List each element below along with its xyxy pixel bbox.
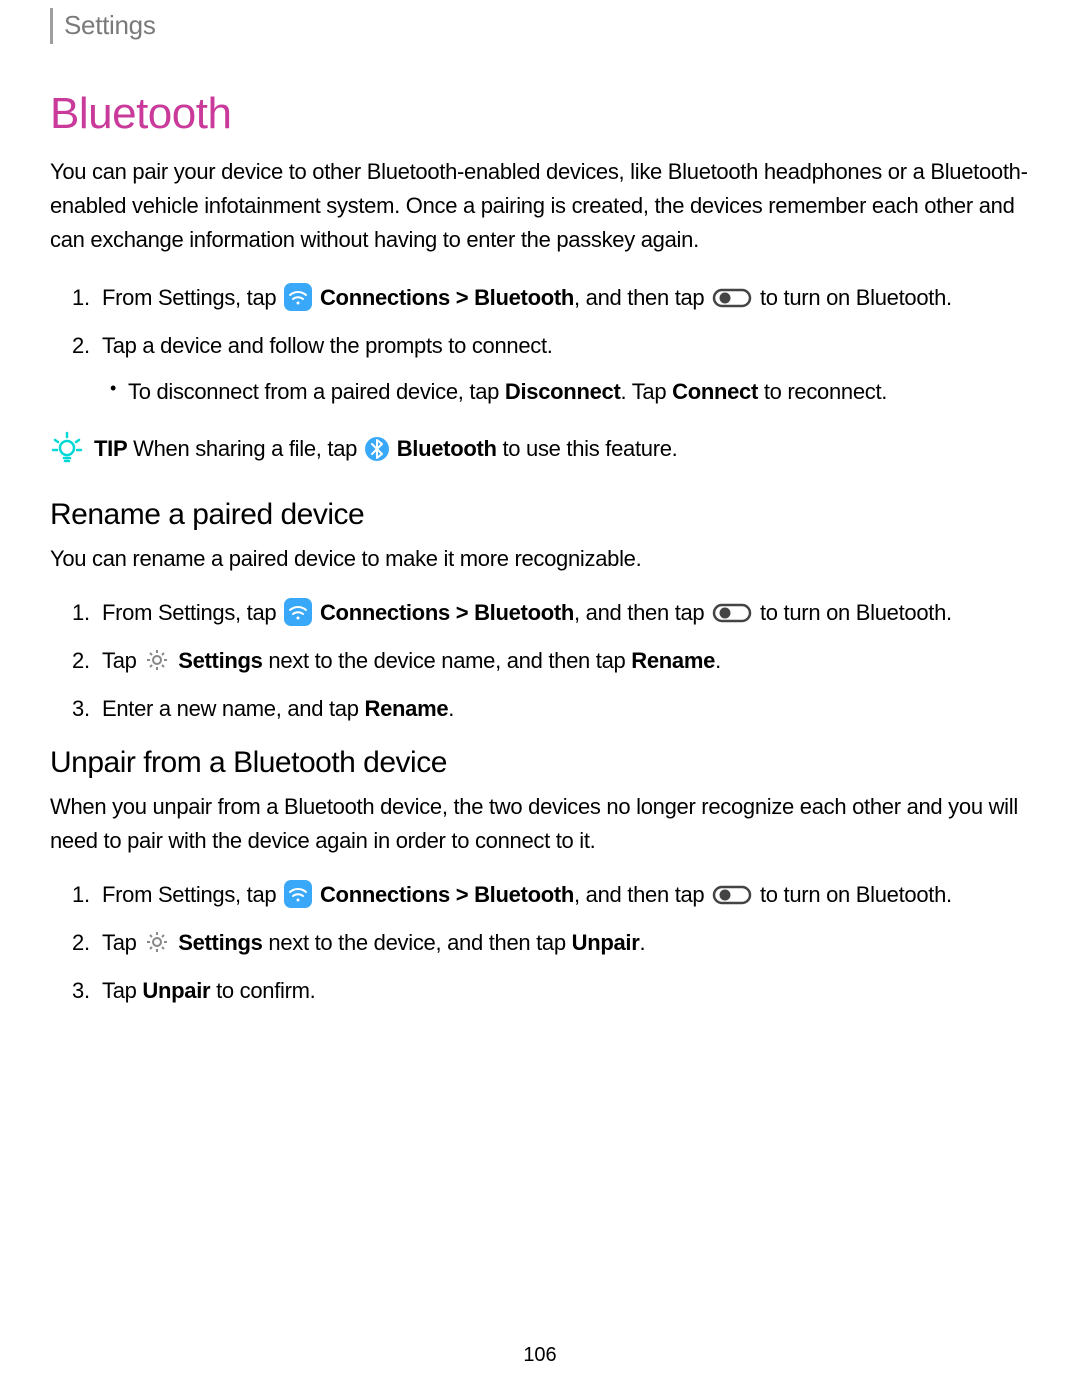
step-bold: Settings — [172, 648, 262, 673]
gear-icon — [144, 929, 170, 955]
step-text: to turn on Bluetooth. — [754, 285, 952, 310]
page-title: Bluetooth — [50, 89, 1030, 139]
section-intro: You can rename a paired device to make i… — [50, 542, 1030, 576]
lightbulb-icon — [50, 430, 84, 470]
tip-text: to use this feature. — [497, 436, 678, 461]
list-item: Tap Unpair to confirm. — [102, 974, 1030, 1008]
wifi-icon — [284, 283, 312, 311]
list-item: From Settings, tap Connections > Bluetoo… — [102, 281, 1030, 315]
step-text: To disconnect from a paired device, tap — [128, 379, 505, 404]
step-text: , and then tap — [574, 600, 710, 625]
sub-list: To disconnect from a paired device, tap … — [102, 375, 1030, 409]
wifi-icon — [284, 598, 312, 626]
toggle-icon — [712, 286, 752, 310]
step-bold: Connections > Bluetooth — [314, 285, 574, 310]
step-bold: Unpair — [572, 930, 640, 955]
step-text: to turn on Bluetooth. — [754, 882, 952, 907]
tip-row: TIP When sharing a file, tap Bluetooth t… — [50, 430, 1030, 470]
step-bold: Rename — [631, 648, 715, 673]
step-text: to reconnect. — [758, 379, 887, 404]
step-text: , and then tap — [574, 285, 710, 310]
step-bold: Settings — [172, 930, 262, 955]
step-text: From Settings, tap — [102, 600, 282, 625]
list-item: Tap Settings next to the device name, an… — [102, 644, 1030, 678]
step-bold: Rename — [365, 696, 449, 721]
toggle-icon — [712, 601, 752, 625]
rename-steps: From Settings, tap Connections > Bluetoo… — [50, 596, 1030, 726]
step-text: . — [640, 930, 646, 955]
list-item: Enter a new name, and tap Rename. — [102, 692, 1030, 726]
section-heading: Rename a paired device — [50, 498, 1030, 532]
list-item: To disconnect from a paired device, tap … — [128, 375, 1030, 409]
gear-icon — [144, 647, 170, 673]
section-heading: Unpair from a Bluetooth device — [50, 746, 1030, 780]
list-item: Tap Settings next to the device, and the… — [102, 926, 1030, 960]
list-item: Tap a device and follow the prompts to c… — [102, 329, 1030, 409]
intro-text: You can pair your device to other Blueto… — [50, 155, 1030, 257]
step-text: . — [448, 696, 454, 721]
step-text: . — [715, 648, 721, 673]
step-bold: Disconnect — [505, 379, 621, 404]
step-text: From Settings, tap — [102, 285, 282, 310]
tip-label: TIP — [94, 436, 127, 461]
step-text: Tap — [102, 930, 142, 955]
page-number: 106 — [0, 1344, 1080, 1367]
step-text: next to the device name, and then tap — [263, 648, 632, 673]
toggle-icon — [712, 883, 752, 907]
step-text: to turn on Bluetooth. — [754, 600, 952, 625]
tip-text: When sharing a file, tap — [127, 436, 363, 461]
step-bold: Connect — [672, 379, 758, 404]
step-text: Tap a device and follow the prompts to c… — [102, 333, 553, 358]
wifi-icon — [284, 880, 312, 908]
step-text: Tap — [102, 978, 142, 1003]
step-text: next to the device, and then tap — [263, 930, 572, 955]
step-bold: Connections > Bluetooth — [314, 882, 574, 907]
tip-bold: Bluetooth — [391, 436, 497, 461]
list-item: From Settings, tap Connections > Bluetoo… — [102, 878, 1030, 912]
step-text: to confirm. — [210, 978, 315, 1003]
step-text: . Tap — [620, 379, 672, 404]
bluetooth-icon — [365, 437, 389, 461]
unpair-steps: From Settings, tap Connections > Bluetoo… — [50, 878, 1030, 1008]
step-text: , and then tap — [574, 882, 710, 907]
header-divider — [50, 8, 53, 44]
section-intro: When you unpair from a Bluetooth device,… — [50, 790, 1030, 858]
breadcrumb: Settings — [64, 10, 1030, 41]
step-bold: Connections > Bluetooth — [314, 600, 574, 625]
main-steps: From Settings, tap Connections > Bluetoo… — [50, 281, 1030, 409]
step-text: Tap — [102, 648, 142, 673]
step-bold: Unpair — [142, 978, 210, 1003]
step-text: From Settings, tap — [102, 882, 282, 907]
step-text: Enter a new name, and tap — [102, 696, 365, 721]
list-item: From Settings, tap Connections > Bluetoo… — [102, 596, 1030, 630]
